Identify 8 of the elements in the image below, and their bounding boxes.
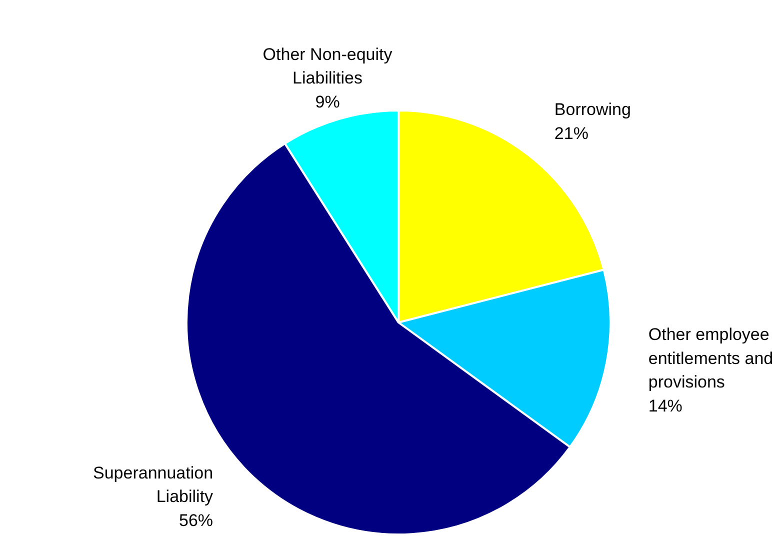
data-label: 14% [648,396,682,416]
data-label: 56% [179,510,214,530]
slice-label: Borrowing [554,100,631,120]
slice-label: Superannuation Liability [93,463,214,506]
data-label: 21% [554,124,588,143]
slice-label: Other Non-equity Liabilities [262,44,393,88]
data-label: 9% [315,92,340,112]
slice-label: Other employee entitlements and provisions [648,325,774,392]
